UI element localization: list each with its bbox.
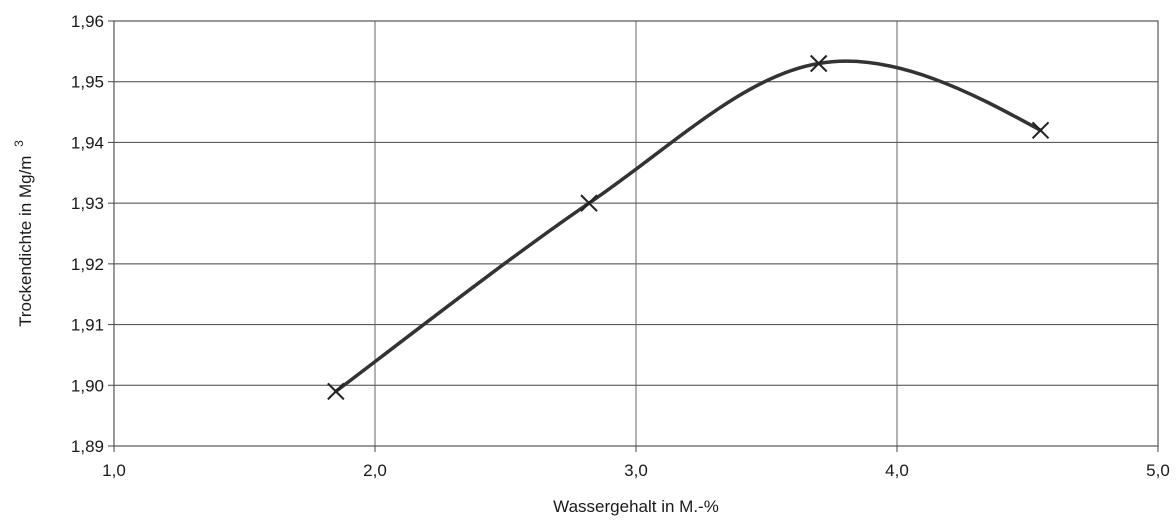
point-marker-stroke [1031,121,1050,139]
x-axis-title: Wassergehalt in M.-% [553,497,719,516]
series-line [334,59,1043,394]
y-tick-label: 1,94 [71,133,104,152]
point-marker-stroke [327,382,345,401]
y-tick-label: 1,96 [71,12,104,31]
point-marker-stroke [580,194,598,212]
y-tick-label: 1,91 [71,316,104,335]
y-tick-label: 1,92 [71,255,104,274]
data-point [809,54,828,73]
y-tick-label: 1,90 [71,376,104,395]
data-point [1031,121,1050,139]
data-point [580,194,598,212]
y-axis-title-superscript: 3 [12,140,26,147]
point-marker-stroke [809,54,828,73]
series-group [327,54,1050,401]
y-tick-label: 1,93 [71,194,104,213]
y-axis-title: Trockendichte in Mg/m 3 [12,140,35,327]
x-tick-label: 1,0 [102,461,126,480]
x-tick-label: 4,0 [885,461,909,480]
x-tick-label: 2,0 [363,461,387,480]
y-tick-label: 1,95 [71,73,104,92]
x-tick-label: 3,0 [624,461,648,480]
y-axis-ticks: 1,89 1,90 1,91 1,92 1,93 1,94 1,95 1,96 [71,12,114,456]
y-tick-label: 1,89 [71,437,104,456]
data-point [327,382,345,401]
x-axis-ticks: 1,0 2,0 3,0 4,0 5,0 [102,446,1170,480]
x-tick-label: 5,0 [1146,461,1170,480]
grid-lines [113,20,1159,447]
y-axis-title-main: Trockendichte in Mg/m [16,156,35,327]
